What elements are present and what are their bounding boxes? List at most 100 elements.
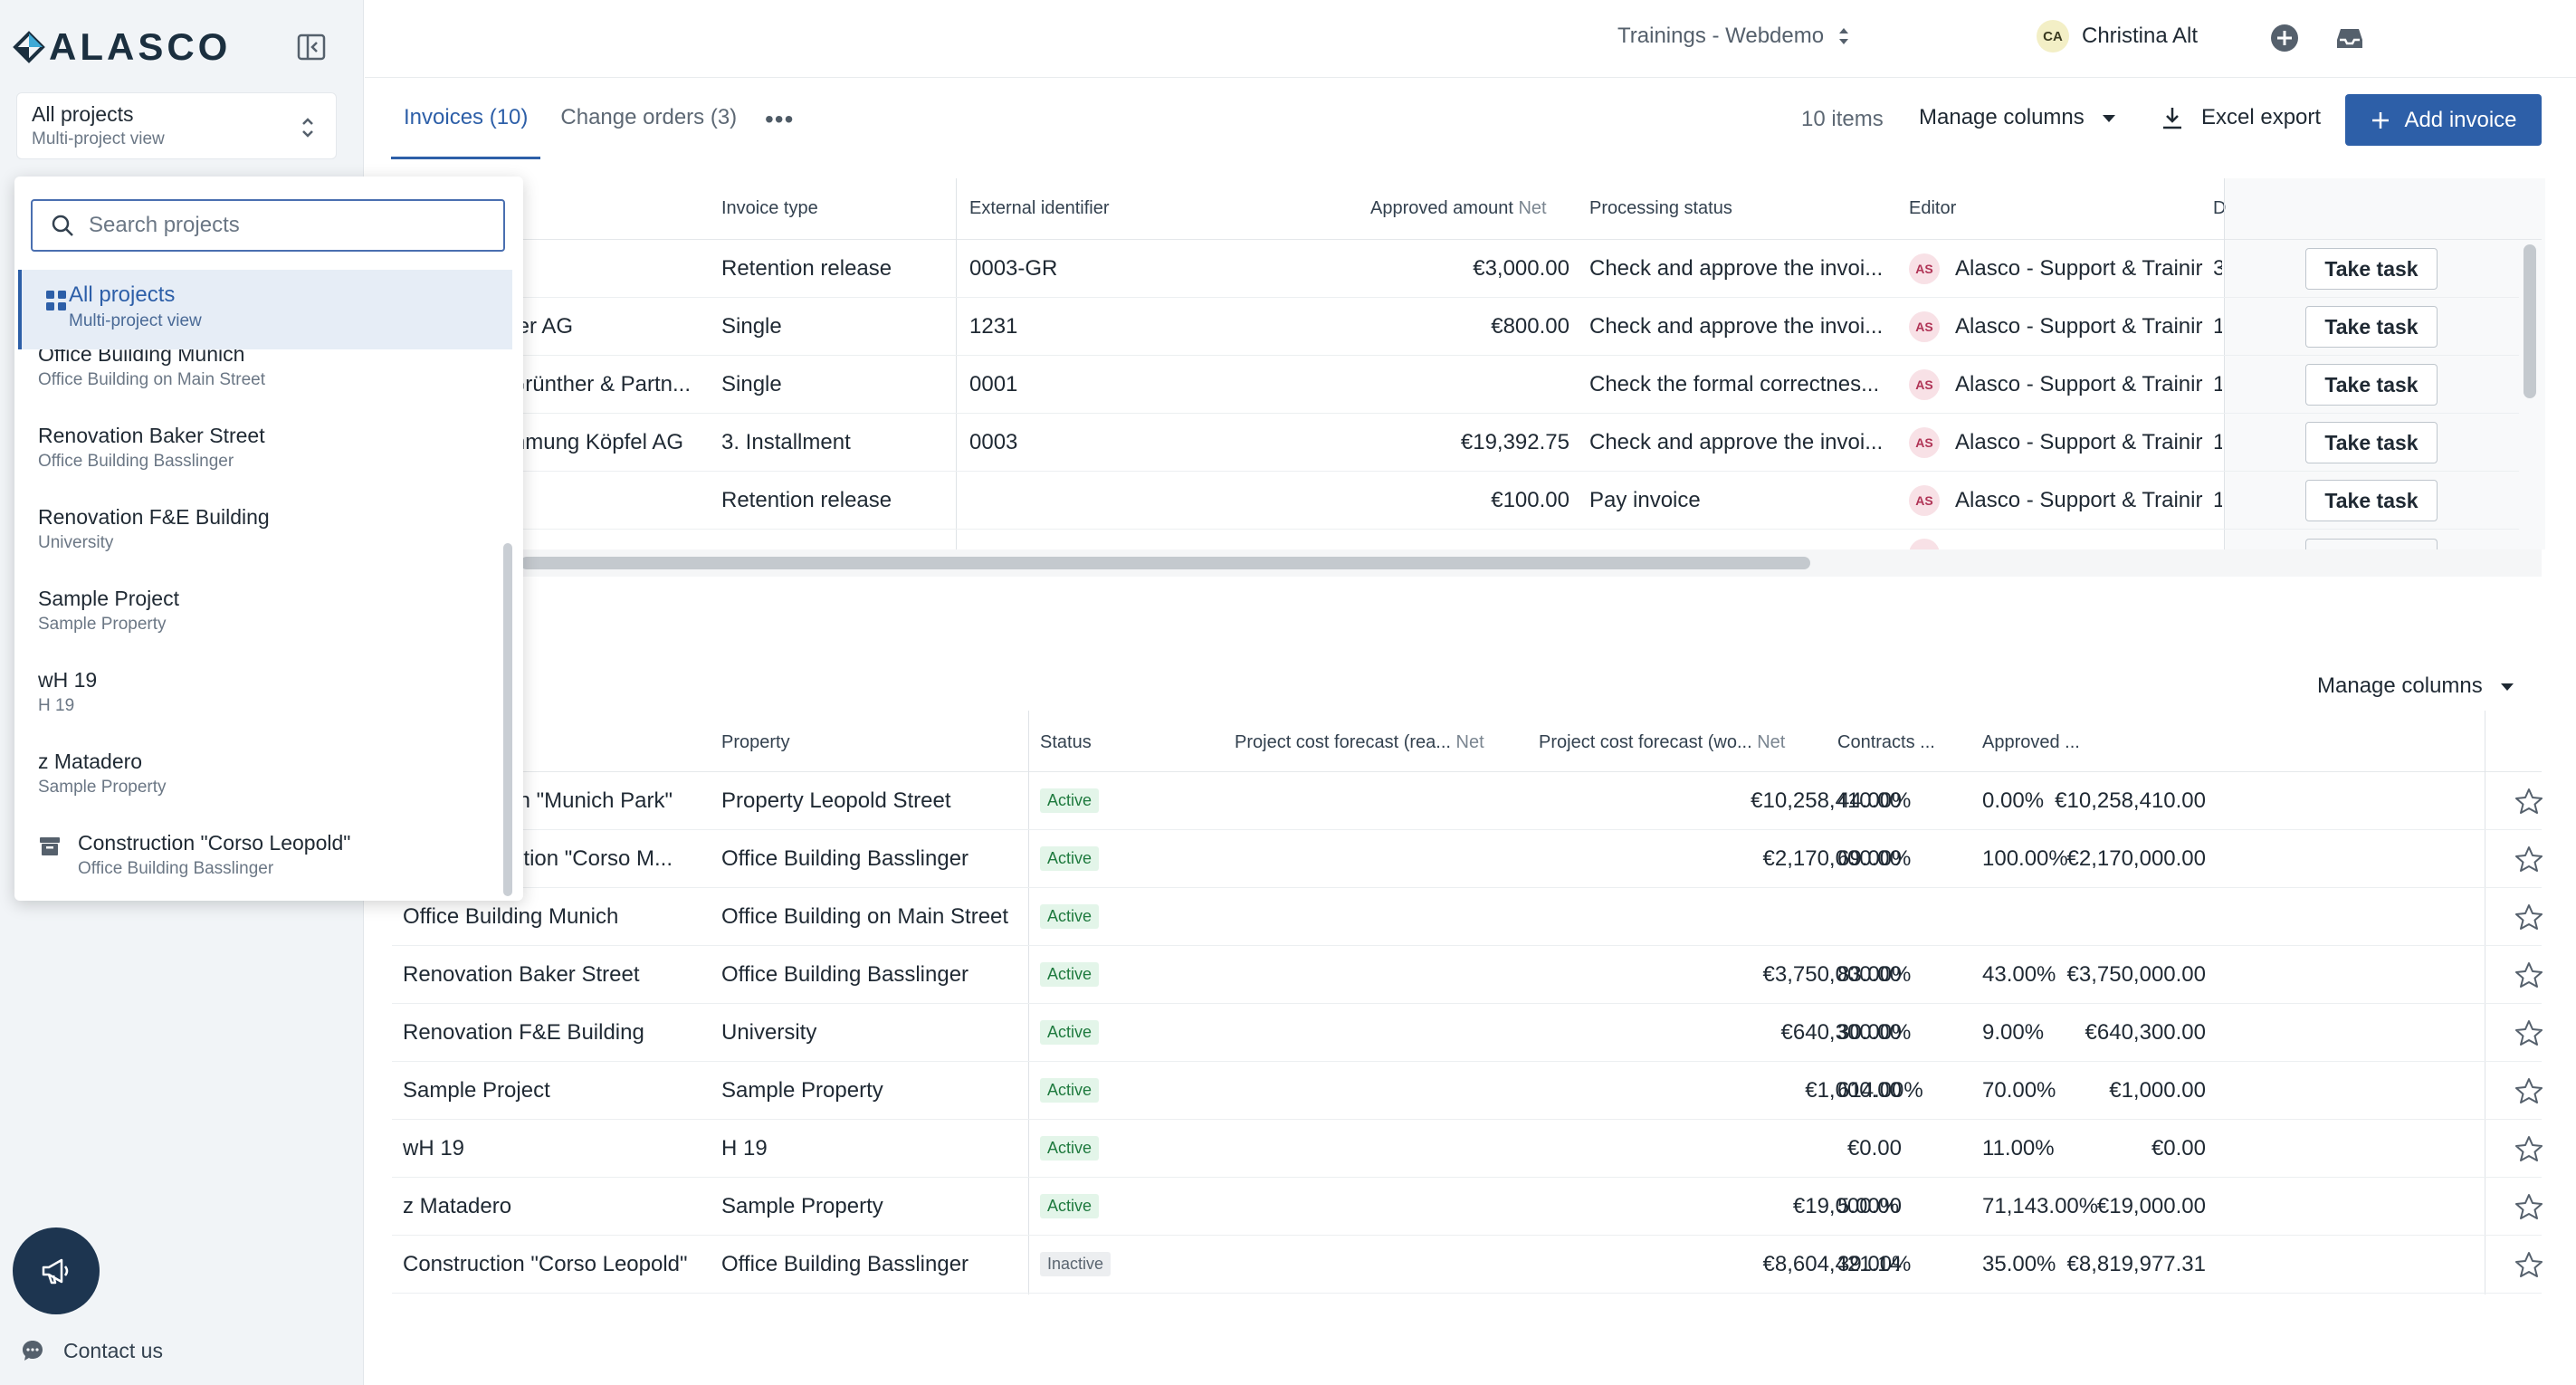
dropdown-item[interactable]: Construction "Corso Leopold" Office Buil… [38, 831, 491, 879]
dropdown-item[interactable]: Renovation Baker Street Office Building … [38, 424, 491, 472]
star-icon[interactable] [2514, 1076, 2543, 1105]
project-selector[interactable]: All projects Multi-project view [16, 92, 337, 159]
table-row[interactable]: nmung Köpfel AG 3. Installment 0003 €19,… [392, 414, 2519, 472]
project-selector-title: All projects [32, 102, 134, 126]
dropdown-item[interactable]: Office Building Munich Office Building o… [38, 349, 491, 390]
external-id-cell: 0001 [969, 372, 1018, 396]
col-editor[interactable]: Editor [1909, 198, 1957, 218]
star-icon[interactable] [2514, 1018, 2543, 1047]
table-row[interactable]: Sample Project Sample Property Active €1,00… [392, 1062, 2543, 1120]
col-contracts[interactable]: Contracts ... [1837, 732, 1935, 752]
more-tabs-button[interactable]: ••• [765, 105, 795, 133]
col-approved-amount[interactable]: Approved amount Net [1370, 198, 1547, 219]
contracts-cell: 5.00% [1837, 1194, 1900, 1218]
alasco-logo[interactable]: ALASCO [13, 25, 231, 69]
user-menu[interactable]: CA Christina Alt [2037, 20, 2198, 53]
editor-avatar: AS [1909, 369, 1940, 400]
contracts-cell: 83.00% [1837, 962, 1912, 987]
projects-manage-columns-button[interactable]: Manage columns [2317, 673, 2515, 699]
excel-export-label: Excel export [2201, 105, 2322, 129]
table-row[interactable]: uction "Corso M... Office Building Bassli… [392, 830, 2543, 888]
star-icon[interactable] [2514, 1134, 2543, 1163]
project-search[interactable] [31, 199, 505, 252]
download-icon [2163, 108, 2181, 129]
table-row[interactable]: Retention release 0003-GR €3,000.00 Chec… [392, 240, 2519, 298]
table-row-partial [392, 530, 2519, 569]
excel-export-button[interactable]: Excel export [2160, 105, 2321, 130]
table-row[interactable]: Office Building Munich Office Building on… [392, 888, 2543, 946]
tab-invoices[interactable]: Invoices (10) [391, 94, 541, 159]
editor-avatar: AS [1909, 311, 1940, 342]
col-forecast-rea[interactable]: Project cost forecast (rea... Net [1235, 732, 1484, 753]
sidebar-collapse-icon[interactable] [295, 31, 328, 63]
col-forecast-wo[interactable]: Project cost forecast (wo... Net [1539, 732, 1785, 753]
net-label: Net [1757, 732, 1786, 752]
contracts-cell: 30.00% [1837, 1020, 1912, 1045]
table-row[interactable]: n "Munich Park" Property Leopold Street Ac… [392, 772, 2543, 830]
approved-cell: 71,143.00% [1982, 1194, 2099, 1218]
invoice-type-cell: Single [721, 372, 782, 396]
table-row[interactable]: uer AG Single 1231 €800.00 Check and app… [392, 298, 2519, 356]
col-status[interactable]: Status [1040, 732, 1092, 752]
projects-table-header: Property Status Project cost forecast (r… [392, 711, 2542, 772]
forecast-rea-cell: €10,258,410.00 [1751, 788, 1902, 813]
table-row[interactable]: Renovation F&E Building University Active €… [392, 1004, 2543, 1062]
star-icon[interactable] [2514, 960, 2543, 989]
take-task-button[interactable]: Take task [2305, 364, 2438, 406]
col-property[interactable]: Property [721, 732, 790, 752]
col-approved-amount-label: Approved amount [1370, 198, 1513, 218]
forecast-wo-cell: €0.00 [2151, 1136, 2206, 1161]
megaphone-icon [42, 1258, 69, 1285]
amount-cell: €19,392.75 [1460, 430, 1569, 454]
col-approved[interactable]: Approved ... [1982, 732, 2080, 752]
announcements-button[interactable] [13, 1227, 100, 1314]
external-id-cell: 0003 [969, 430, 1018, 454]
dropdown-item-all-projects[interactable]: All projects Multi-project view [18, 270, 512, 349]
take-task-button[interactable]: Take task [2305, 422, 2438, 463]
take-task-button-partial [2305, 539, 2438, 557]
take-task-button[interactable]: Take task [2305, 306, 2438, 348]
star-icon[interactable] [2514, 1192, 2543, 1221]
invoice-type-cell: Retention release [721, 488, 892, 512]
star-icon[interactable] [2514, 1250, 2543, 1279]
dropdown-scrollbar[interactable] [503, 543, 512, 896]
take-task-button[interactable]: Take task [2305, 480, 2438, 521]
project-search-input[interactable] [89, 213, 487, 238]
star-icon[interactable] [2514, 903, 2543, 931]
workspace-switcher[interactable]: Trainings - Webdemo [1617, 24, 1851, 49]
dropdown-item[interactable]: wH 19 H 19 [38, 668, 491, 716]
chevron-updown-icon [1839, 28, 1849, 44]
table-row[interactable]: z Matadero Sample Property Active €19,000.0… [392, 1178, 2543, 1236]
take-task-button[interactable]: Take task [2305, 248, 2438, 290]
add-invoice-button[interactable]: Add invoice [2345, 94, 2542, 146]
invoices-table: Invoice type External identifier Approve… [392, 178, 2542, 577]
contact-us-link[interactable]: Contact us [20, 1338, 163, 1363]
star-icon[interactable] [2514, 787, 2543, 816]
amount-cell: €100.00 [1491, 488, 1569, 512]
star-icon[interactable] [2514, 845, 2543, 874]
editor-avatar: AS [1909, 253, 1940, 284]
add-circle-icon[interactable] [2268, 22, 2301, 54]
col-invoice-type[interactable]: Invoice type [721, 198, 818, 218]
project-selector-subtitle: Multi-project view [32, 129, 165, 148]
table-row[interactable]: Construction "Corso Leopold" Office Build… [392, 1236, 2543, 1294]
property-cell: Office Building Basslinger [721, 962, 969, 987]
col-d[interactable]: D [2213, 198, 2227, 218]
editor-cell: Alasco - Support & Trainir [1955, 488, 2203, 512]
dropdown-item[interactable]: Sample Project Sample Property [38, 587, 491, 635]
table-row[interactable]: Grünther & Partn... Single 0001 Check th… [392, 356, 2519, 414]
table-row[interactable]: Retention release €100.00 Pay invoice AS… [392, 472, 2519, 530]
table-row[interactable]: wH 19 H 19 Active €0.00 €0.00 11.00% [392, 1120, 2543, 1178]
invoices-horizontal-scrollbar[interactable] [520, 557, 1810, 569]
dropdown-item[interactable]: z Matadero Sample Property [38, 750, 491, 798]
dropdown-item[interactable]: Renovation F&E Building University [38, 505, 491, 553]
invoices-vertical-scrollbar[interactable] [2524, 244, 2536, 398]
tab-change-orders[interactable]: Change orders (3) [560, 105, 738, 129]
approved-cell: 9.00% [1982, 1020, 2045, 1045]
inbox-icon[interactable] [2333, 22, 2366, 54]
col-processing-status[interactable]: Processing status [1589, 198, 1732, 218]
col-external-identifier[interactable]: External identifier [969, 198, 1110, 218]
dropdown-item-title: Sample Project [38, 587, 179, 610]
table-row[interactable]: Renovation Baker Street Office Building B… [392, 946, 2543, 1004]
manage-columns-button[interactable]: Manage columns [1919, 105, 2117, 130]
